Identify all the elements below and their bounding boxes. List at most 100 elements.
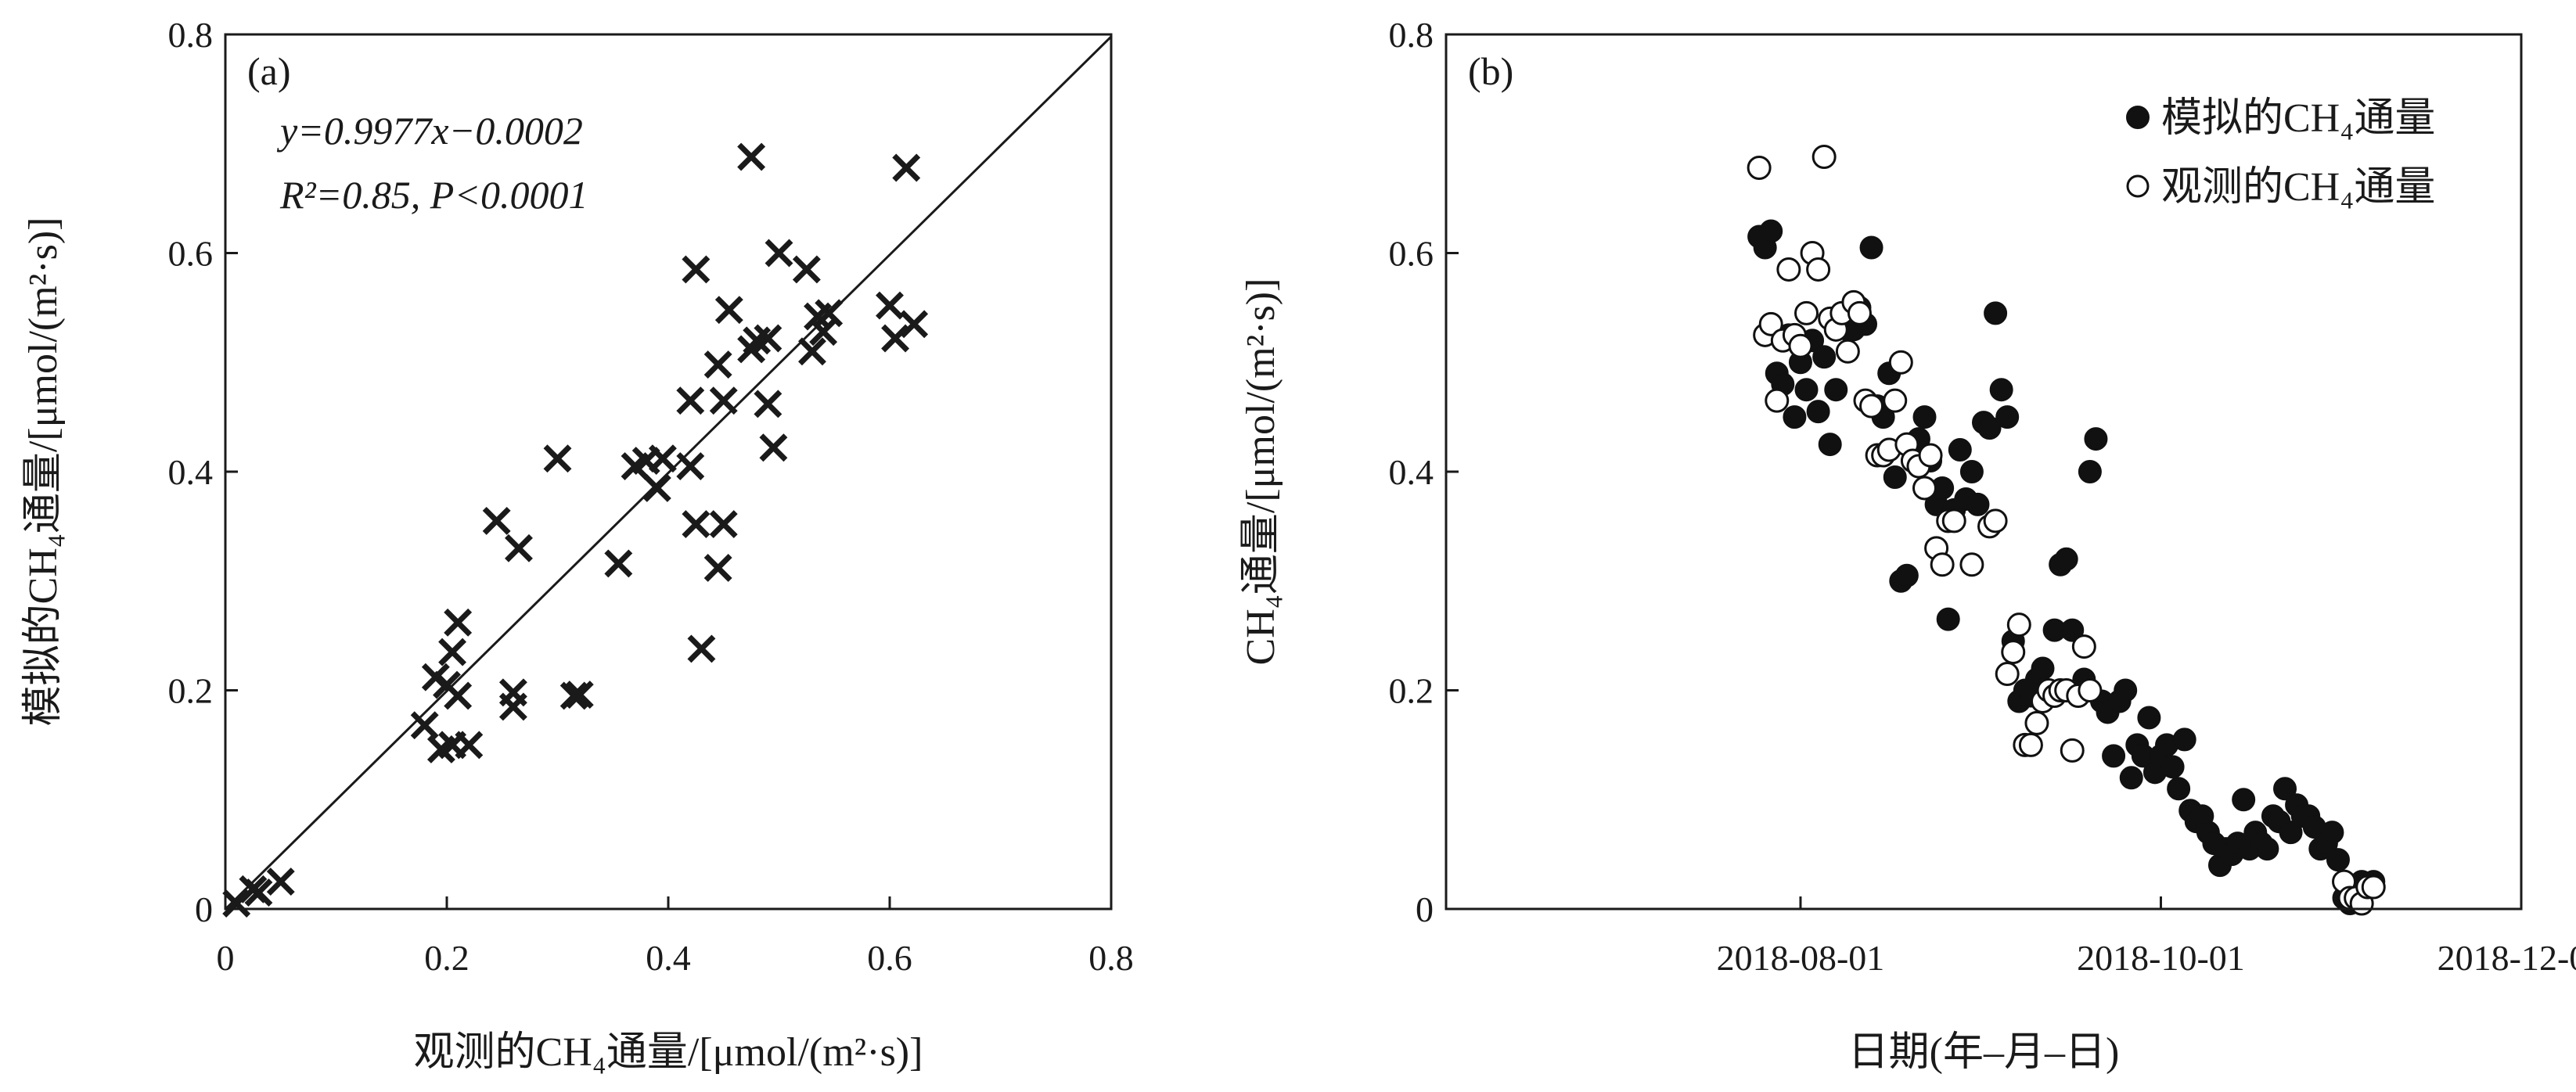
simulated-point	[2060, 618, 2085, 642]
data-point	[709, 510, 738, 539]
observed-point	[2361, 875, 2386, 900]
x-tick-label: 0.6	[867, 938, 912, 978]
data-point	[266, 867, 295, 896]
data-point	[648, 444, 677, 473]
data-point	[703, 350, 732, 379]
simulated-point	[2167, 777, 2191, 801]
simulated-point	[1806, 400, 1830, 424]
observed-point	[1912, 476, 1937, 501]
panel-a-points	[222, 142, 929, 918]
observed-point	[1995, 662, 2020, 687]
scatter-panel-b: 2018-08-01 2018-10-01 2018-12-01 0 0.2 0.4 0.6…	[1239, 15, 2576, 1075]
data-point	[709, 386, 738, 415]
data-point	[900, 310, 929, 339]
observed-point	[1806, 257, 1831, 282]
data-point	[444, 608, 473, 637]
observed-point	[2078, 678, 2103, 702]
observed-point	[2006, 612, 2031, 638]
data-point	[754, 324, 783, 353]
observed-point	[1959, 552, 1984, 577]
data-point	[642, 474, 671, 502]
simulated-point	[1759, 219, 1783, 243]
simulated-point	[1912, 405, 1937, 429]
simulated-point	[2326, 848, 2350, 872]
observed-point	[2018, 732, 2043, 757]
data-point	[687, 634, 716, 663]
data-point	[682, 255, 711, 284]
data-point	[676, 386, 705, 415]
y-tick-label: 0.2	[1389, 671, 1434, 711]
simulated-point	[1966, 492, 1990, 516]
observed-point	[1883, 388, 1908, 413]
data-point	[792, 255, 821, 284]
x-tick-label: 0.4	[646, 938, 691, 978]
data-point	[604, 549, 633, 578]
data-point	[565, 681, 594, 709]
data-point	[876, 291, 904, 320]
simulated-point	[1883, 465, 1907, 489]
simulated-point	[1995, 405, 2020, 429]
observed-point	[1776, 257, 1801, 282]
observed-point	[1765, 388, 1790, 413]
simulated-point	[1977, 416, 2002, 440]
data-point	[244, 878, 273, 907]
simulated-point	[1794, 378, 1819, 402]
data-point	[765, 239, 793, 268]
observed-point	[1918, 443, 1943, 468]
x-tick-label: 2018-08-01	[1717, 938, 1885, 978]
x-tick-label: 0.2	[424, 938, 470, 978]
y-tick-label: 0.2	[168, 671, 214, 711]
simulated-point	[1824, 378, 1848, 402]
legend-marker-observed	[2126, 174, 2150, 198]
observed-point	[2001, 640, 2026, 665]
observed-point	[1941, 508, 1966, 533]
observed-point	[2071, 634, 2096, 659]
simulated-point	[2054, 547, 2078, 571]
observed-point	[1859, 393, 1884, 418]
simulated-point	[1936, 607, 1960, 631]
data-point	[498, 692, 527, 721]
legend-label-simulated: 模拟的CH₄通量	[2161, 96, 2435, 141]
y-tick-label: 0	[1416, 889, 1434, 929]
panel-b-points	[1747, 145, 2386, 916]
data-point	[754, 390, 783, 418]
simulated-point	[2114, 678, 2138, 702]
data-point	[455, 731, 484, 760]
y-tick-label: 0.6	[168, 234, 214, 274]
simulated-point	[2172, 727, 2196, 752]
observed-point	[1835, 339, 1860, 364]
panel-a-label: (a)	[247, 49, 291, 93]
panel-b-ticks: 2018-08-01 2018-10-01 2018-12-01 0 0.2 0.4 0.6…	[1389, 15, 2576, 978]
panel-a-equation: y=0.9977x−0.0002	[276, 109, 583, 153]
panel-b-legend: 模拟的CH₄通量 观测的CH₄通量	[2126, 96, 2435, 210]
simulated-point	[2279, 821, 2303, 845]
simulated-point	[1818, 433, 1842, 457]
data-point	[676, 452, 705, 480]
data-point	[482, 506, 511, 535]
panel-a-x-axis-title: 观测的CH₄通量/[μmol/(m²·s)]	[414, 1030, 923, 1075]
x-tick-label: 2018-12-01	[2437, 938, 2576, 978]
panel-b-label: (b)	[1468, 49, 1513, 93]
observed-point	[1794, 300, 1819, 325]
simulated-point	[1984, 301, 2008, 325]
panel-b-y-axis-title: CH₄通量/[μmol/(m²·s)]	[1239, 278, 1283, 666]
legend-label-observed: 观测的CH₄通量	[2161, 165, 2435, 210]
simulated-point	[2320, 821, 2344, 845]
data-point	[543, 444, 572, 473]
simulated-point	[1812, 345, 1837, 369]
simulated-point	[2078, 460, 2102, 483]
y-tick-label: 0.8	[1389, 15, 1434, 55]
data-point	[438, 638, 467, 666]
simulated-point	[1894, 563, 1919, 587]
panel-a-r-squared: R²=0.85, P<0.0001	[279, 173, 588, 217]
data-point	[505, 533, 533, 562]
simulated-point	[2137, 706, 2161, 730]
panel-b-x-axis-title: 日期(年–月–日)	[1848, 1030, 2120, 1075]
data-point	[682, 510, 711, 539]
observed-point	[1758, 311, 1783, 336]
x-tick-label: 2018-10-01	[2077, 938, 2245, 978]
x-tick-label: 0	[217, 938, 235, 978]
scatter-panel-a: 0 0.2 0.4 0.6 0.8 0 0.2 0.4 0.6 0.8 (a) y=0.9977x…	[21, 15, 1134, 1075]
simulated-point	[1859, 235, 1883, 260]
observed-point	[2060, 738, 2085, 763]
